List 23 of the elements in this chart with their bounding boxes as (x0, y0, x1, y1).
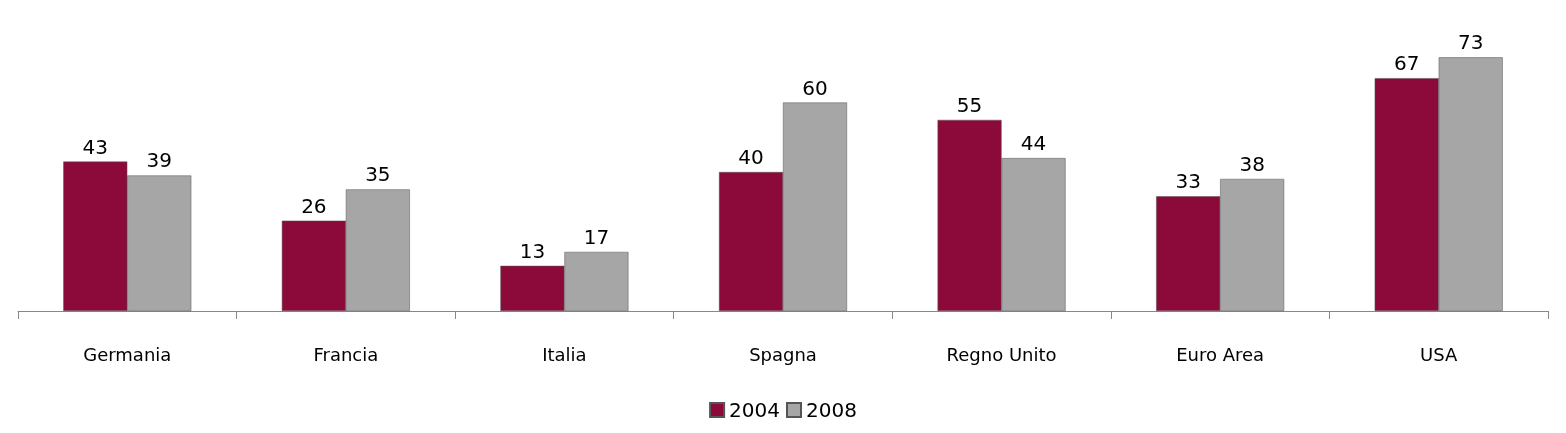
data-label: 44 (1020, 131, 1047, 156)
data-label: 35 (365, 162, 391, 187)
data-label: 26 (301, 193, 327, 218)
data-label: 67 (1393, 51, 1420, 76)
data-label: 17 (583, 224, 610, 249)
legend-label: 2008 (806, 398, 857, 422)
x-tick-label: Germania (83, 343, 172, 365)
x-tick-label: Euro Area (1176, 343, 1265, 365)
data-label: 13 (519, 238, 546, 263)
x-tick-label: USA (1420, 343, 1459, 365)
x-tick-label: Regno Unito (946, 343, 1057, 365)
x-tick-label: Francia (313, 343, 379, 365)
data-label: 39 (146, 148, 173, 173)
x-tick-label: Spagna (749, 343, 817, 365)
data-label: 60 (802, 75, 828, 100)
data-label: 73 (1457, 30, 1484, 55)
data-label: 40 (738, 145, 764, 169)
data-label: 38 (1239, 151, 1265, 176)
x-tick-label: Italia (542, 343, 587, 365)
legend-label: 2004 (729, 398, 781, 422)
data-label: 55 (956, 92, 983, 117)
data-label: 43 (82, 134, 109, 159)
data-label: 33 (1175, 169, 1201, 194)
